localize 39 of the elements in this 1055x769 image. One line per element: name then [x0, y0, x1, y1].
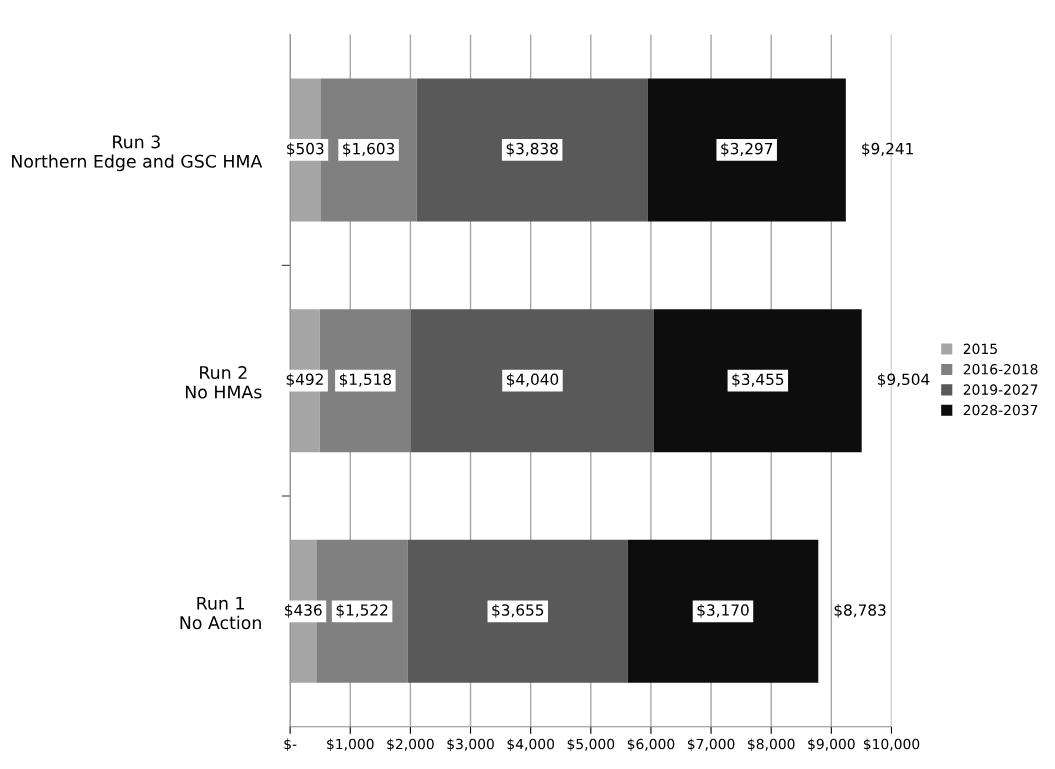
x-tick-label: $5,000	[567, 738, 615, 752]
bar	[416, 78, 648, 222]
total-label: $9,504	[878, 373, 930, 388]
x-tick-label: $6,000	[627, 738, 675, 752]
bar	[411, 309, 654, 453]
data-label: $492	[286, 373, 323, 388]
x-tick-label: $2,000	[387, 738, 434, 752]
y-tick-label: Run 2 No HMAs	[185, 365, 262, 399]
y-tick-label: Run 1 No Action	[180, 596, 261, 630]
legend-label: 2028-2037	[963, 404, 1038, 416]
data-label: $3,655	[492, 603, 544, 618]
bar	[627, 539, 819, 683]
x-tick-label: $7,000	[687, 738, 735, 752]
legend-label: 2019-2027	[963, 384, 1038, 395]
bar	[407, 539, 628, 683]
data-label: $3,297	[721, 142, 773, 157]
legend-label: 2016-2018	[963, 363, 1038, 375]
x-tick-label: $-	[284, 738, 297, 752]
legend-label: 2015	[963, 343, 997, 355]
data-label: $1,518	[339, 373, 392, 388]
x-tick-label: $10,000	[863, 738, 920, 752]
x-tick-label: $1,000	[327, 738, 374, 752]
y-tick-label: Run 3 Northern Edge and GSC HMA	[12, 135, 263, 172]
x-tick-label: $3,000	[447, 738, 494, 752]
data-label: $4,040	[507, 373, 559, 388]
x-tick-label: $8,000	[748, 738, 795, 752]
data-label: $1,603	[343, 142, 395, 157]
data-label: $503	[287, 142, 324, 157]
x-tick-label: $4,000	[507, 738, 555, 752]
data-label: $436	[285, 603, 322, 618]
total-label: $8,783	[834, 603, 886, 618]
data-label: $3,455	[732, 373, 784, 388]
bar	[647, 78, 846, 222]
data-label: $3,838	[506, 142, 558, 157]
total-label: $9,241	[862, 142, 913, 157]
data-label: $1,522	[336, 603, 388, 618]
bar	[653, 309, 862, 453]
data-label: $3,170	[697, 603, 749, 618]
x-tick-label: $9,000	[808, 738, 855, 752]
